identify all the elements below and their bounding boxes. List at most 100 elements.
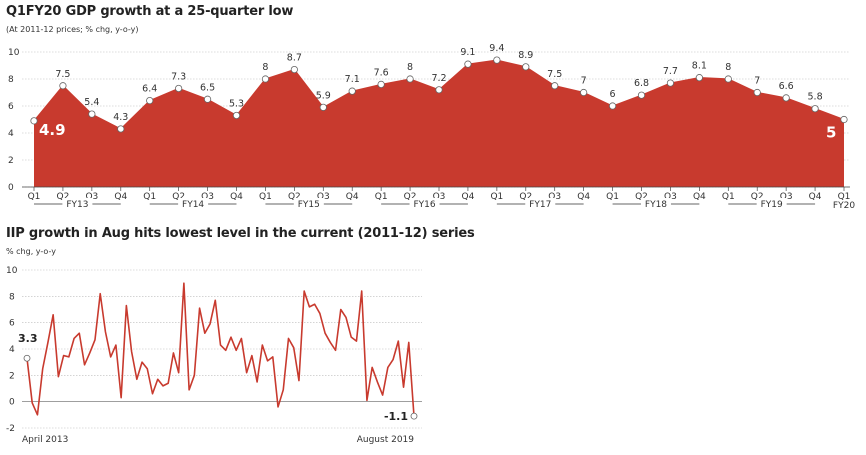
gdp-value-label: 6	[610, 89, 616, 100]
y-tick-label: 2	[9, 371, 15, 381]
iip-end-label: -1.1	[384, 410, 408, 423]
gdp-value-label: 5.9	[316, 90, 331, 101]
gdp-value-label: 8.9	[518, 50, 533, 61]
gdp-value-label: 7.1	[345, 74, 360, 85]
y-tick-label: 0	[9, 398, 15, 408]
gdp-chart-title: Q1FY20 GDP growth at a 25-quarter low	[6, 4, 294, 19]
x-tick-label: Q4	[114, 192, 127, 202]
fy-label: FY19	[761, 200, 783, 210]
x-tick-label: Q4	[809, 192, 822, 202]
gdp-value-label: 9.4	[489, 43, 504, 54]
iip-x-start-label: April 2013	[22, 435, 68, 445]
gdp-point	[811, 105, 819, 113]
gdp-area-chart: 0 2 4 6 8 10 4.9 Q1 7.5 Q2 5.4 Q3 4.3 Q4 6.4 Q1 7.3 Q2 6.5…	[8, 43, 855, 211]
y-tick-label: 10	[6, 266, 18, 276]
gdp-point	[637, 91, 646, 99]
gdp-first-value-label: 4.9	[39, 121, 66, 139]
gdp-point	[695, 74, 703, 82]
gdp-point	[666, 79, 675, 87]
gdp-point	[580, 88, 588, 97]
gdp-last-value-label: 5	[826, 124, 836, 142]
gdp-point	[117, 125, 125, 133]
fy-label: FY16	[413, 200, 435, 210]
gdp-value-label: 7.3	[171, 71, 186, 82]
gdp-value-label: 8	[262, 62, 268, 73]
gdp-value-label: 7.5	[547, 69, 562, 80]
x-tick-label: Q3	[317, 192, 330, 202]
x-tick-label: Q4	[230, 192, 243, 202]
y-tick-label: 2	[8, 156, 14, 166]
gdp-point	[464, 60, 472, 68]
x-tick-label: Q2	[519, 192, 532, 202]
gdp-point	[377, 80, 385, 89]
iip-chart-title: IIP growth in Aug hits lowest level in t…	[6, 226, 475, 241]
y-tick-label: 6	[9, 319, 15, 329]
gdp-point	[348, 87, 356, 95]
x-tick-label: Q3	[201, 192, 214, 202]
fy-label: FY17	[529, 200, 551, 210]
fy-label-bg	[756, 198, 787, 209]
gdp-point	[406, 75, 414, 83]
gdp-point	[290, 65, 298, 74]
gdp-point	[203, 95, 212, 103]
gdp-point	[30, 117, 38, 125]
gdp-area	[34, 60, 844, 187]
gdp-value-label: 5.3	[229, 98, 244, 109]
gdp-point	[782, 94, 790, 102]
gdp-value-label: 8	[725, 62, 731, 73]
iip-x-end-label: August 2019	[357, 435, 415, 445]
iip-start-label: 3.3	[18, 332, 38, 345]
gdp-chart-subtitle: (At 2011-12 prices; % chg, y-o-y)	[6, 25, 139, 34]
x-tick-label: Q2	[288, 192, 301, 202]
x-tick-label: Q1	[722, 192, 735, 202]
fy-label: FY15	[298, 200, 320, 210]
x-tick-label: Q4	[577, 192, 590, 202]
x-tick-label: Q2	[404, 192, 417, 202]
iip-line	[26, 282, 415, 417]
x-tick-label: Q3	[433, 192, 446, 202]
fy-label-bg	[640, 198, 671, 209]
y-tick-label: 0	[8, 183, 14, 193]
fy-label: FY13	[66, 200, 88, 210]
x-tick-label: Q1	[606, 192, 619, 202]
x-tick-label: Q4	[346, 192, 359, 202]
gdp-value-label: 6.6	[779, 81, 794, 92]
x-tick-label: Q2	[635, 192, 648, 202]
x-tick-label: Q2	[57, 192, 70, 202]
x-tick-label: Q1	[143, 192, 156, 202]
fy-label: FY18	[645, 200, 667, 210]
gdp-value-label: 8.1	[692, 61, 707, 72]
y-tick-label: 4	[9, 345, 15, 355]
gdp-value-label: 6.4	[142, 84, 157, 95]
gdp-point	[146, 97, 154, 105]
fy-label: FY20	[833, 201, 855, 211]
fy-label-bg	[409, 198, 440, 209]
x-tick-label: Q1	[490, 192, 503, 202]
fy-label: FY14	[182, 200, 204, 210]
x-tick-label: Q2	[172, 192, 185, 202]
fy-label-bg	[293, 198, 324, 209]
gdp-value-label: 6.5	[200, 82, 215, 93]
iip-end-point	[410, 412, 418, 420]
gdp-value-label: 7	[754, 76, 760, 87]
y-tick-label: 4	[8, 129, 14, 139]
x-tick-label: Q3	[780, 192, 793, 202]
x-tick-label: Q4	[693, 192, 706, 202]
gdp-point	[551, 82, 559, 90]
gdp-value-label: 6.8	[634, 78, 649, 89]
gdp-value-label: 7.6	[374, 67, 389, 78]
x-tick-label: Q1	[375, 192, 388, 202]
x-tick-label: Q2	[751, 192, 764, 202]
gdp-value-label: 7.7	[663, 66, 678, 77]
gdp-point	[319, 103, 327, 111]
y-tick-label: 8	[8, 75, 14, 85]
gdp-point	[753, 88, 761, 97]
gdp-point	[261, 75, 270, 83]
iip-chart-ylabel: % chg, y-o-y	[6, 247, 56, 256]
gdp-value-label: 4.3	[113, 112, 128, 123]
x-tick-label: Q1	[28, 192, 41, 202]
y-tick-label: -2	[6, 424, 15, 434]
y-tick-label: 8	[9, 292, 15, 302]
x-tick-label: Q3	[664, 192, 677, 202]
